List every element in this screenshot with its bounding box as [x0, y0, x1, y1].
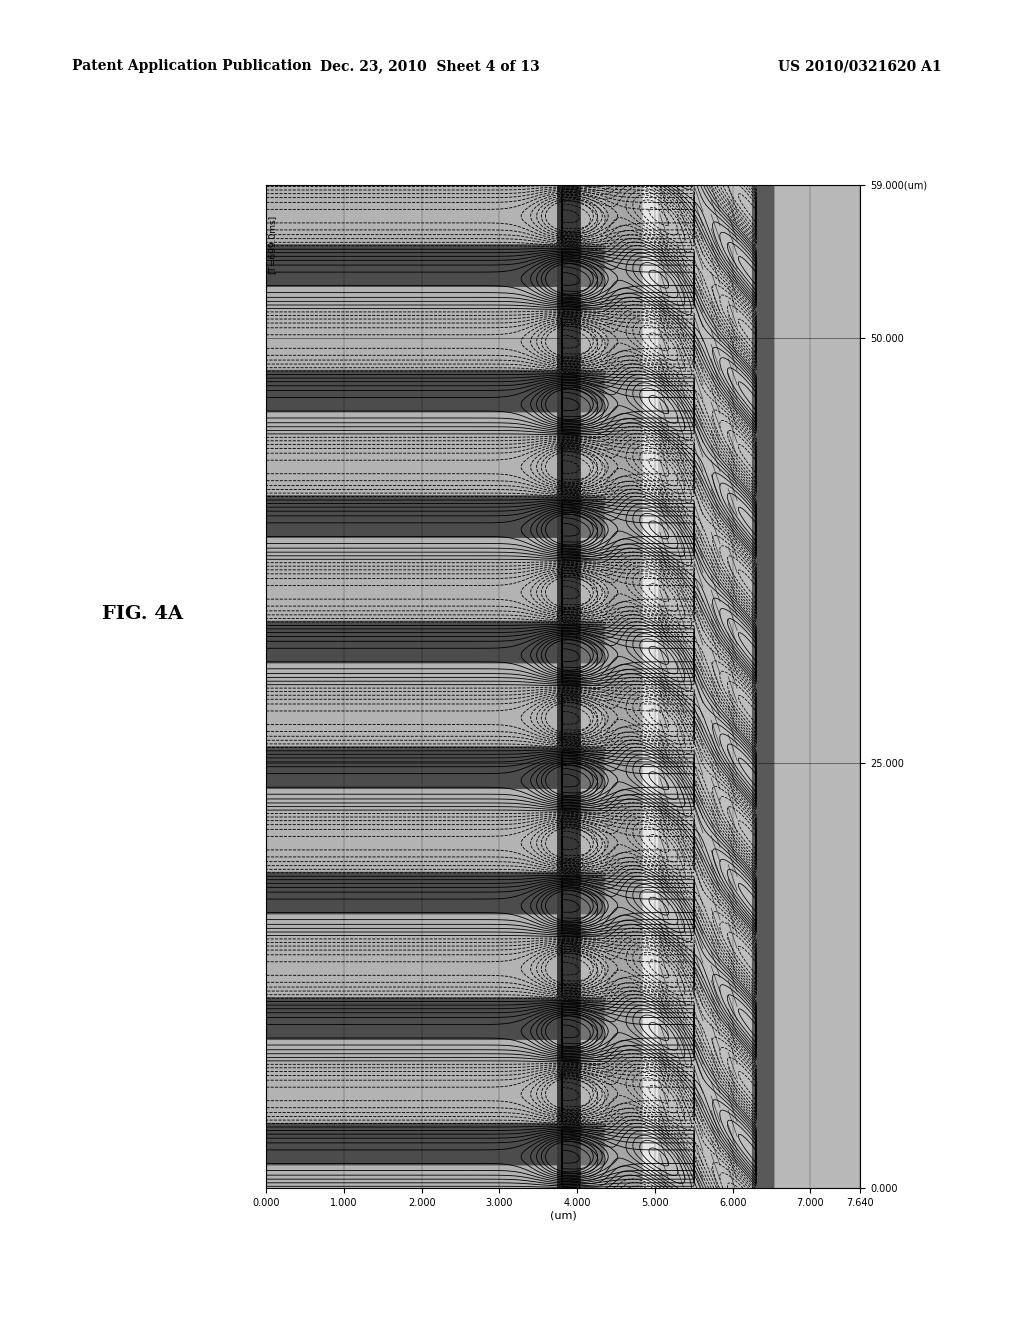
X-axis label: (um): (um) [550, 1210, 577, 1221]
Text: US 2010/0321620 A1: US 2010/0321620 A1 [778, 59, 942, 74]
Text: Dec. 23, 2010  Sheet 4 of 13: Dec. 23, 2010 Sheet 4 of 13 [321, 59, 540, 74]
Text: FIG. 4A: FIG. 4A [102, 605, 183, 623]
Text: [T=699.0ms]: [T=699.0ms] [267, 215, 276, 275]
Text: Patent Application Publication: Patent Application Publication [72, 59, 311, 74]
